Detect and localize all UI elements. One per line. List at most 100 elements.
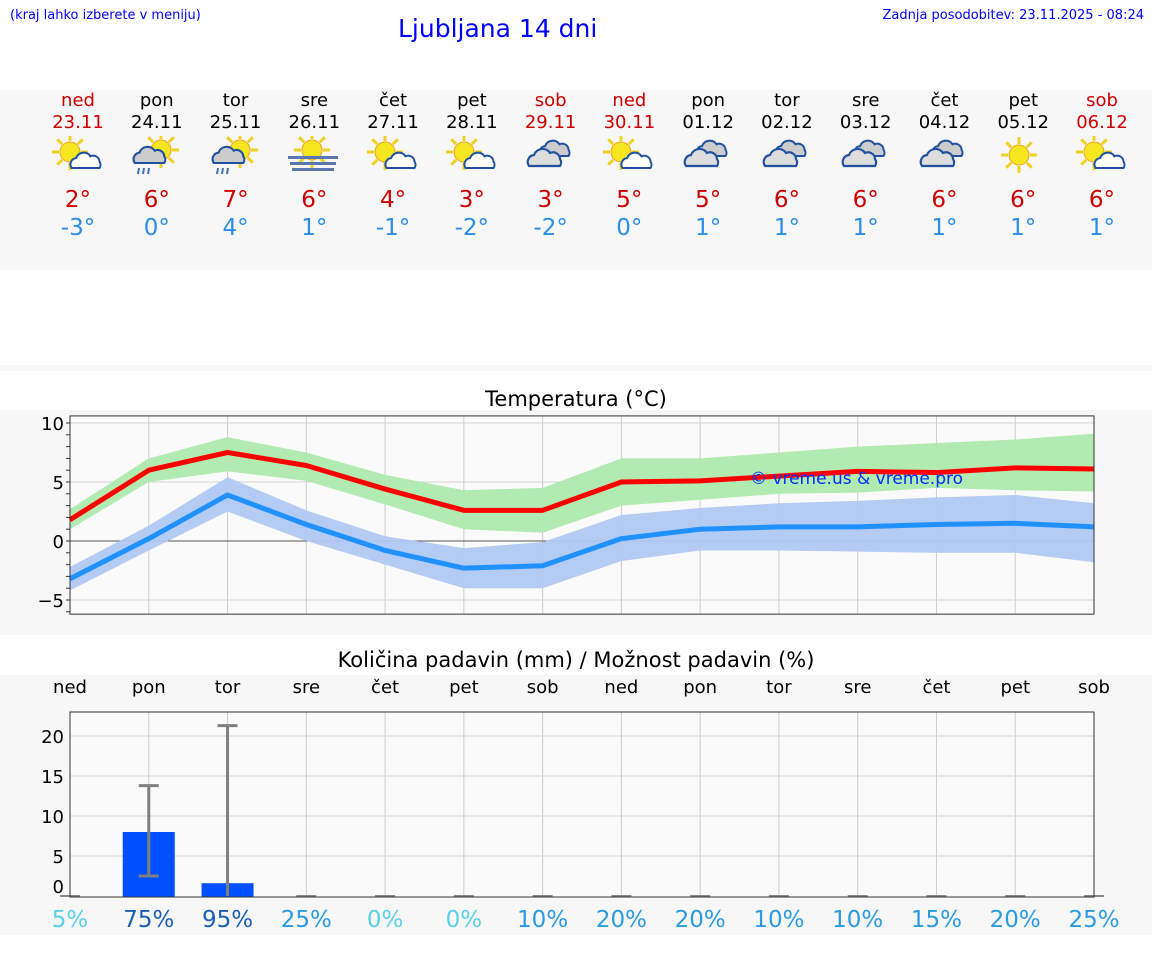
precip-probability: 5% [52,907,89,933]
category-label: ned [604,677,638,698]
max-temp: 6° [852,187,879,213]
plot-area [70,712,1094,897]
cloud-icon [841,147,877,168]
y-tick-label: 5 [53,473,64,494]
cloud-icon [69,151,102,169]
day-date: 03.12 [839,112,892,133]
min-temp: -3° [60,215,96,241]
day-name: sre [851,90,880,111]
watermark: © vreme.us & vreme.pro [750,469,963,489]
precip-probability: 20% [596,907,647,933]
y-tick-label: 0 [53,532,64,553]
category-label: sob [1078,677,1110,698]
cloud-icon [211,145,245,165]
sun-icon [1001,137,1038,173]
y-tick-label: 15 [41,767,64,788]
day-name: pet [1008,90,1038,111]
precip-probability: 15% [911,907,962,933]
category-label: sre [844,677,871,698]
max-temp: 2° [64,187,92,213]
day-name: tor [774,90,800,111]
day-name: sob [1086,90,1118,111]
min-temp: -2° [454,215,490,241]
weather-icon-sun-cloud [1076,136,1126,170]
day-column: tor 25.11 7° 4° [196,90,276,242]
max-temp: 6° [301,187,328,213]
min-temp: -2° [533,215,568,241]
max-temp: 6° [1010,187,1037,213]
day-date: 29.11 [524,112,577,133]
max-temp-line [68,450,1095,522]
precipitation-chart: ned 5% pon 75% tor 95% sre 25% čet 0% pet 0% sob 10% n… [41,677,1119,933]
day-date: 04.12 [918,112,971,133]
error-bar [138,784,159,878]
day-date: 24.11 [131,112,183,133]
day-column: sob 29.11 3° -2° [511,90,591,242]
weather-icon-cloudy [683,139,728,168]
page-title: Ljubljana 14 dni [398,14,598,43]
day-date: 27.11 [367,112,419,133]
day-name: pon [139,90,174,111]
y-tick-label: 20 [41,727,64,748]
day-name: sre [300,90,329,111]
day-date: 28.11 [446,112,498,133]
max-temp: 4° [379,187,407,213]
day-column: čet 27.11 4° -1° [353,90,433,242]
weather-icon-sun-cloud [603,136,653,170]
max-temp: 6° [931,187,958,213]
temperature-chart: © vreme.us & vreme.pro 10 5 0 −5 [37,414,1095,615]
y-tick-label: 5 [53,847,64,868]
day-column: pon 01.12 5° 1° [668,90,748,242]
y-tick-label: 10 [41,414,64,435]
weather-icon-sun-cloud [367,136,417,170]
day-column: sre 03.12 6° 1° [826,90,906,242]
rain-icon [215,167,229,175]
category-label: čet [922,677,950,698]
day-name: tor [222,90,249,111]
day-name: sob [534,90,567,111]
cloud-icon [526,147,562,168]
day-date: 30.11 [603,112,656,133]
divider [0,365,1152,371]
day-name: čet [930,90,959,111]
precip-probability: 10% [832,907,883,933]
category-label: tor [766,677,792,698]
min-temp: 0° [616,215,643,241]
precip-probability: 20% [675,907,726,933]
precip-probability: 0% [367,907,404,933]
max-temp: 6° [773,187,800,213]
day-column: ned 23.11 2° -3° [38,90,118,242]
min-temp: 1° [1088,215,1116,241]
category-label: pon [683,677,717,698]
day-name: ned [612,90,647,111]
category-label: ned [53,677,87,698]
precip-probability: 25% [281,907,332,933]
day-date: 26.11 [288,112,341,133]
cloud-icon [132,145,167,165]
weather-icon-sun [1001,137,1038,173]
cloud-icon [463,151,496,169]
day-column: pet 05.12 6° 1° [983,90,1063,242]
precipitation-title: Količina padavin (mm) / Možnost padavin … [337,648,815,672]
weather-icon-sun-fog [288,136,339,171]
cloud-icon [1093,151,1126,169]
min-temp-line [68,492,1095,581]
day-date: 02.12 [761,112,813,133]
max-temp: 5° [695,187,722,213]
day-column: sre 26.11 6° 1° [274,90,354,242]
min-temp: 1° [695,215,722,241]
day-column: pon 24.11 6° 0° [117,90,197,242]
min-temp: 1° [301,215,328,241]
day-date: 23.11 [52,112,104,133]
day-name: ned [61,90,95,111]
day-column: čet 04.12 6° 1° [904,90,984,242]
category-label: tor [215,677,241,698]
day-name: čet [379,90,408,111]
max-temp: 7° [222,187,249,213]
cloud-icon [683,147,720,168]
precip-probability: 20% [990,907,1041,933]
category-label: pet [449,677,479,698]
day-column: sob 06.12 6° 1° [1062,90,1142,242]
precip-probability: 0% [446,907,483,933]
fog-icon [288,156,339,171]
